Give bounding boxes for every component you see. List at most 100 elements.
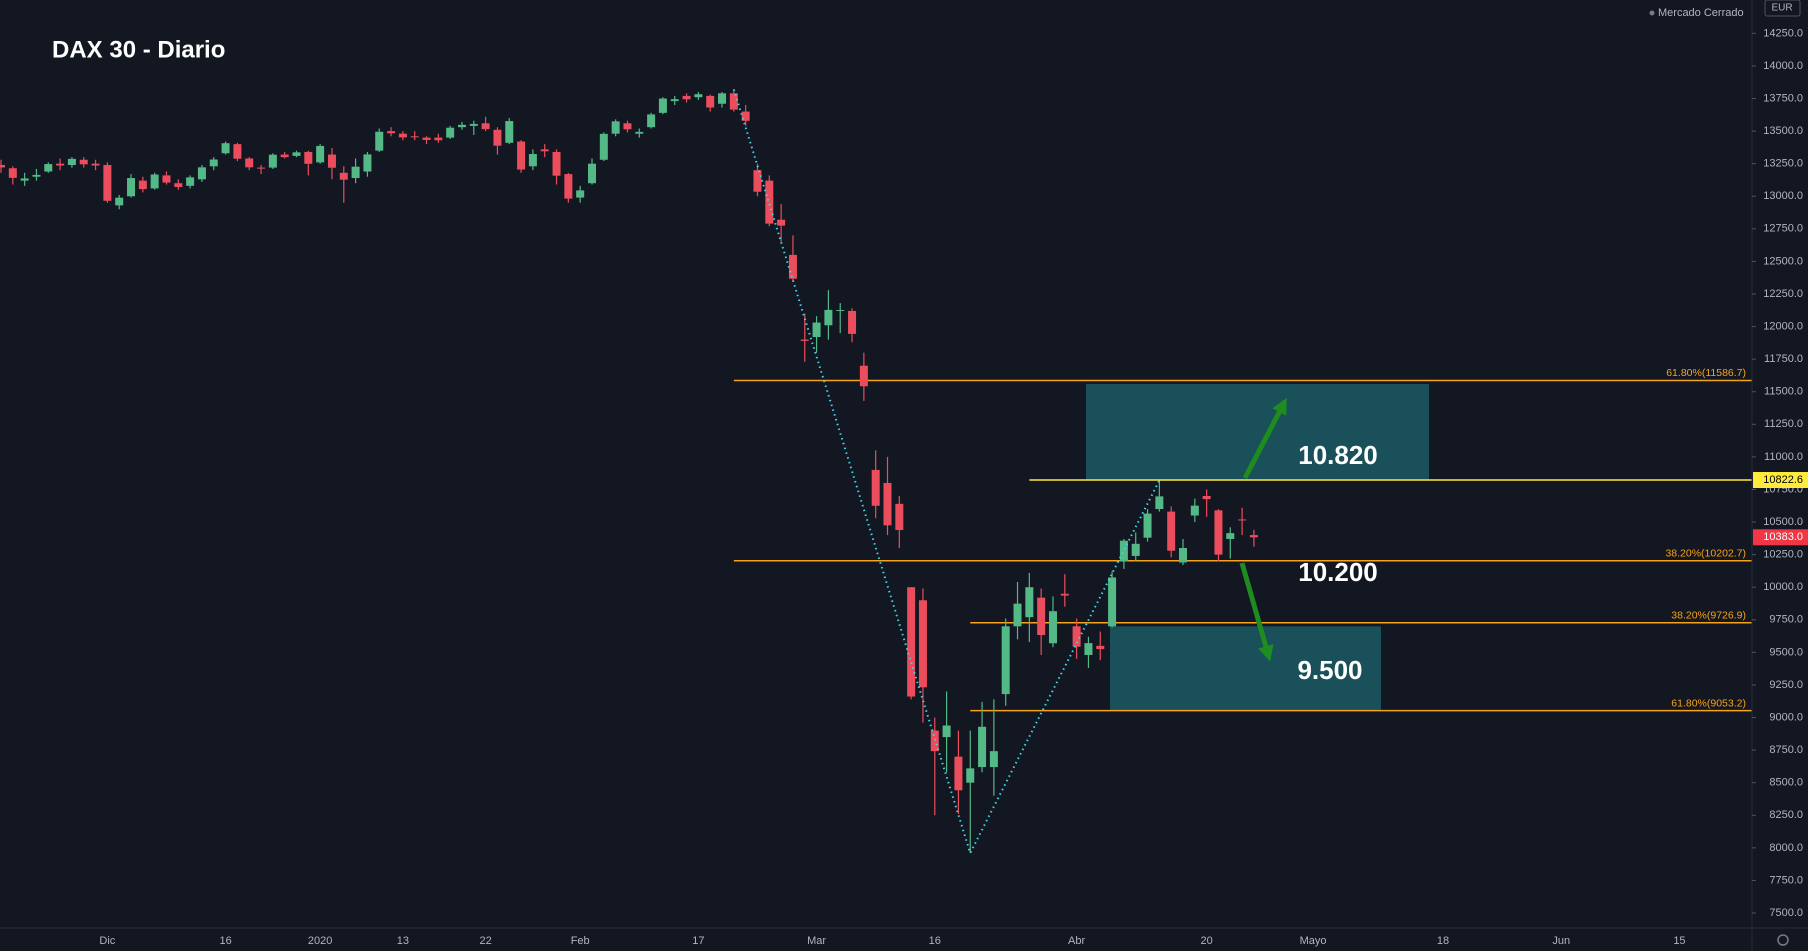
candle [327, 148, 336, 180]
y-tick-label: 13750.0 [1763, 92, 1803, 104]
x-tick-label: Jun [1552, 935, 1570, 947]
candle-body [706, 95, 715, 108]
candle-body [1214, 510, 1223, 555]
candle-body [20, 178, 29, 181]
fib-level-label: 61.80%(11586.7) [1666, 367, 1746, 379]
arrow-up [1242, 397, 1287, 480]
candle-body [469, 123, 478, 126]
candle-body [741, 111, 750, 121]
candle-body [907, 587, 916, 697]
candle-body [1143, 513, 1152, 538]
candle [197, 164, 206, 182]
y-tick-label: 12750.0 [1763, 223, 1803, 235]
zigzag-line [732, 89, 1161, 856]
candle [1096, 631, 1105, 661]
fib-level-label: 61.80%(9053.2) [1671, 697, 1746, 709]
y-tick-label: 8000.0 [1769, 842, 1803, 854]
candle [387, 127, 396, 137]
candle [103, 162, 112, 203]
x-tick-label: 16 [219, 935, 231, 947]
candle-body [387, 131, 396, 134]
candle [233, 142, 242, 162]
candle [895, 495, 904, 549]
candle-body [44, 164, 53, 172]
market-status: Mercado Cerrado [1658, 7, 1744, 19]
y-tick-label: 12500.0 [1763, 255, 1803, 267]
candle [481, 116, 490, 132]
candle-body [280, 154, 289, 158]
candle-body [824, 309, 833, 326]
candle-body [1179, 547, 1187, 563]
candle-body [316, 145, 325, 163]
candle [966, 730, 975, 854]
candle [1155, 480, 1164, 512]
x-tick-label: Abr [1068, 935, 1085, 947]
candle-body [56, 163, 65, 166]
x-tick-label: 17 [692, 935, 704, 947]
currency: EUR [1771, 3, 1792, 14]
y-tick-label: 7750.0 [1769, 874, 1803, 886]
candle [1025, 572, 1034, 642]
y-tick-label: 7500.0 [1769, 907, 1803, 919]
candle [848, 308, 857, 343]
x-tick-label: 13 [397, 935, 409, 947]
candle [647, 112, 656, 129]
y-tick-label: 11000.0 [1764, 451, 1803, 463]
target-zone [1086, 383, 1429, 481]
y-tick-label: 10000.0 [1763, 581, 1803, 593]
x-tick-label: 18 [1437, 935, 1449, 947]
candle [1249, 529, 1258, 547]
candle [457, 121, 466, 130]
candle [422, 136, 431, 145]
candle [859, 352, 868, 401]
candle [1060, 574, 1069, 607]
candle [564, 172, 573, 203]
y-tick-label: 13500.0 [1763, 125, 1803, 137]
y-tick-label: 11750.0 [1764, 353, 1803, 365]
candle-body [103, 164, 112, 201]
candle-body [363, 154, 372, 172]
candle [280, 151, 289, 159]
candle [8, 166, 17, 185]
candle [588, 158, 596, 185]
currency-box[interactable] [1764, 0, 1801, 17]
candle-body [1025, 587, 1034, 618]
candle [1238, 507, 1247, 536]
candle [221, 141, 230, 155]
candle-body [588, 163, 596, 184]
candle [245, 157, 254, 171]
candle [1167, 506, 1176, 558]
candle-body [1108, 577, 1117, 627]
candle-body [1060, 593, 1069, 596]
candle-body [410, 136, 419, 138]
candle [694, 92, 703, 100]
candle-body [942, 725, 951, 738]
fib-level-label: 38.20%(10202.7) [1665, 548, 1746, 560]
candle [363, 151, 372, 177]
candle-body [623, 123, 632, 130]
y-tick-label: 13250.0 [1763, 158, 1803, 170]
candle-body [505, 121, 514, 143]
chart-title: DAX 30 - Diario [52, 36, 225, 63]
candle [682, 93, 691, 103]
x-tick-label: Feb [571, 935, 590, 947]
candle-body [197, 167, 206, 180]
candle-body [871, 469, 880, 506]
candle-body [268, 154, 277, 168]
x-tick-label: Mayo [1300, 935, 1327, 947]
candle-body [115, 197, 124, 206]
candle-body [564, 174, 573, 199]
candle [1190, 498, 1199, 523]
candle-body [836, 310, 845, 312]
candle-body [1084, 643, 1093, 655]
candle-body [694, 94, 703, 98]
candle [989, 699, 998, 796]
candle [115, 194, 124, 210]
y-tick-label: 10250.0 [1763, 549, 1803, 561]
candle [91, 159, 100, 171]
candle [930, 717, 939, 816]
candle-body [895, 503, 904, 531]
candle-body [1226, 533, 1235, 539]
candle [978, 701, 987, 773]
settings-icon[interactable] [1777, 934, 1789, 946]
